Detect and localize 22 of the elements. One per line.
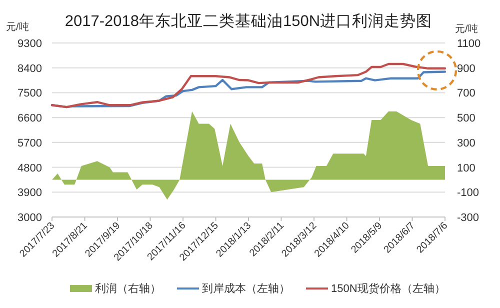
- y2-tick-label: -300: [457, 212, 480, 224]
- legend-label: 到岸成本（左轴）: [202, 282, 290, 295]
- y-axis-title: 元/吨: [6, 21, 29, 33]
- y2-tick-label: 900: [457, 62, 476, 75]
- y-tick-label: 9300: [18, 38, 42, 50]
- y2-tick-label: 1100: [457, 38, 481, 50]
- y-tick-label: 8400: [18, 62, 42, 75]
- y2-tick-label: 700: [457, 88, 476, 100]
- y-tick-label: 3900: [18, 187, 42, 200]
- legend-label: 150N现货价格（左轴）: [331, 282, 446, 295]
- y2-axis-title: 元/吨: [455, 23, 478, 35]
- y-tick-label: 5700: [18, 137, 42, 150]
- chart-title: 2017-2018年东北亚二类基础油150N进口利润走势图: [64, 12, 432, 30]
- legend-label: 利润（右轴）: [95, 282, 161, 295]
- y2-tick-label: -100: [457, 187, 480, 200]
- y2-tick-label: 100: [457, 162, 476, 174]
- y-tick-label: 6600: [18, 112, 42, 125]
- y-tick-label: 7500: [18, 88, 42, 100]
- y-tick-label: 4800: [18, 162, 42, 174]
- y-tick-label: 3000: [18, 212, 42, 224]
- y2-tick-label: 500: [457, 112, 476, 125]
- y2-tick-label: 300: [457, 137, 476, 150]
